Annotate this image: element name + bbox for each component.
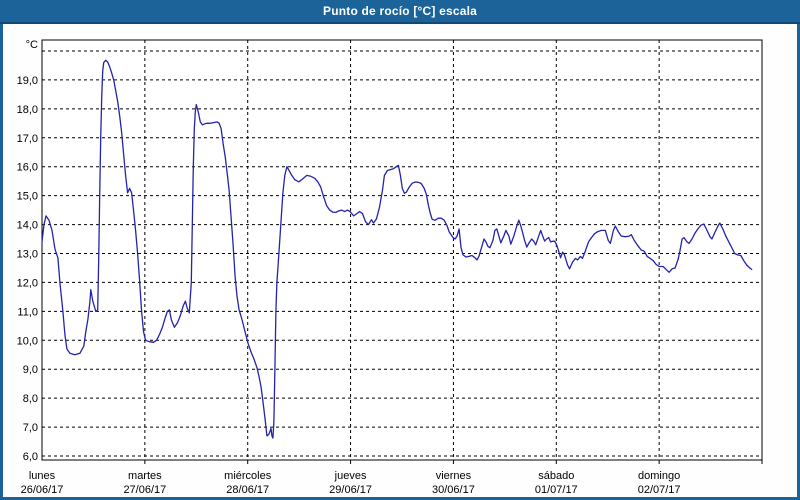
y-tick-label: 12,0 [17,277,38,289]
y-tick-label: 11,0 [17,306,38,318]
x-weekday-label: sábado [538,470,574,482]
y-tick-label: 16,0 [17,162,38,174]
y-axis-unit-label: °C [26,39,38,51]
x-date-label: 02/07/17 [638,484,681,496]
y-tick-label: 6,0 [23,451,38,463]
y-tick-label: 13,0 [17,249,38,261]
x-date-label: 26/06/17 [21,484,64,496]
y-tick-label: 9,0 [23,364,38,376]
x-date-label: 30/06/17 [432,484,475,496]
window-titlebar[interactable]: Punto de rocío [°C] escala [0,0,800,24]
y-tick-label: 8,0 [23,393,38,405]
dewpoint-series-line [41,59,753,439]
x-date-label: 27/06/17 [123,484,166,496]
x-date-label: 29/06/17 [329,484,372,496]
y-tick-label: 19,0 [17,75,38,87]
y-tick-label: 18,0 [17,104,38,116]
x-weekday-label: domingo [638,470,680,482]
x-date-label: 01/07/17 [535,484,578,496]
plot-border [41,39,763,461]
x-weekday-label: jueves [334,470,367,482]
x-date-label: 28/06/17 [226,484,269,496]
y-tick-label: 10,0 [17,335,38,347]
y-tick-label: 17,0 [17,133,38,145]
x-weekday-label: viernes [436,470,472,482]
x-weekday-label: martes [128,470,162,482]
y-tick-label: 7,0 [23,422,38,434]
y-tick-label: 14,0 [17,220,38,232]
x-weekday-label: lunes [29,470,56,482]
chart-area: °C 19,0 18,0 17,0 16,0 15,0 14,0 13,0 12,0 11,0 10… [3,24,797,497]
window-title: Punto de rocío [°C] escala [322,4,478,18]
y-tick-label: 15,0 [17,191,38,203]
x-weekday-label: miércoles [224,470,272,482]
